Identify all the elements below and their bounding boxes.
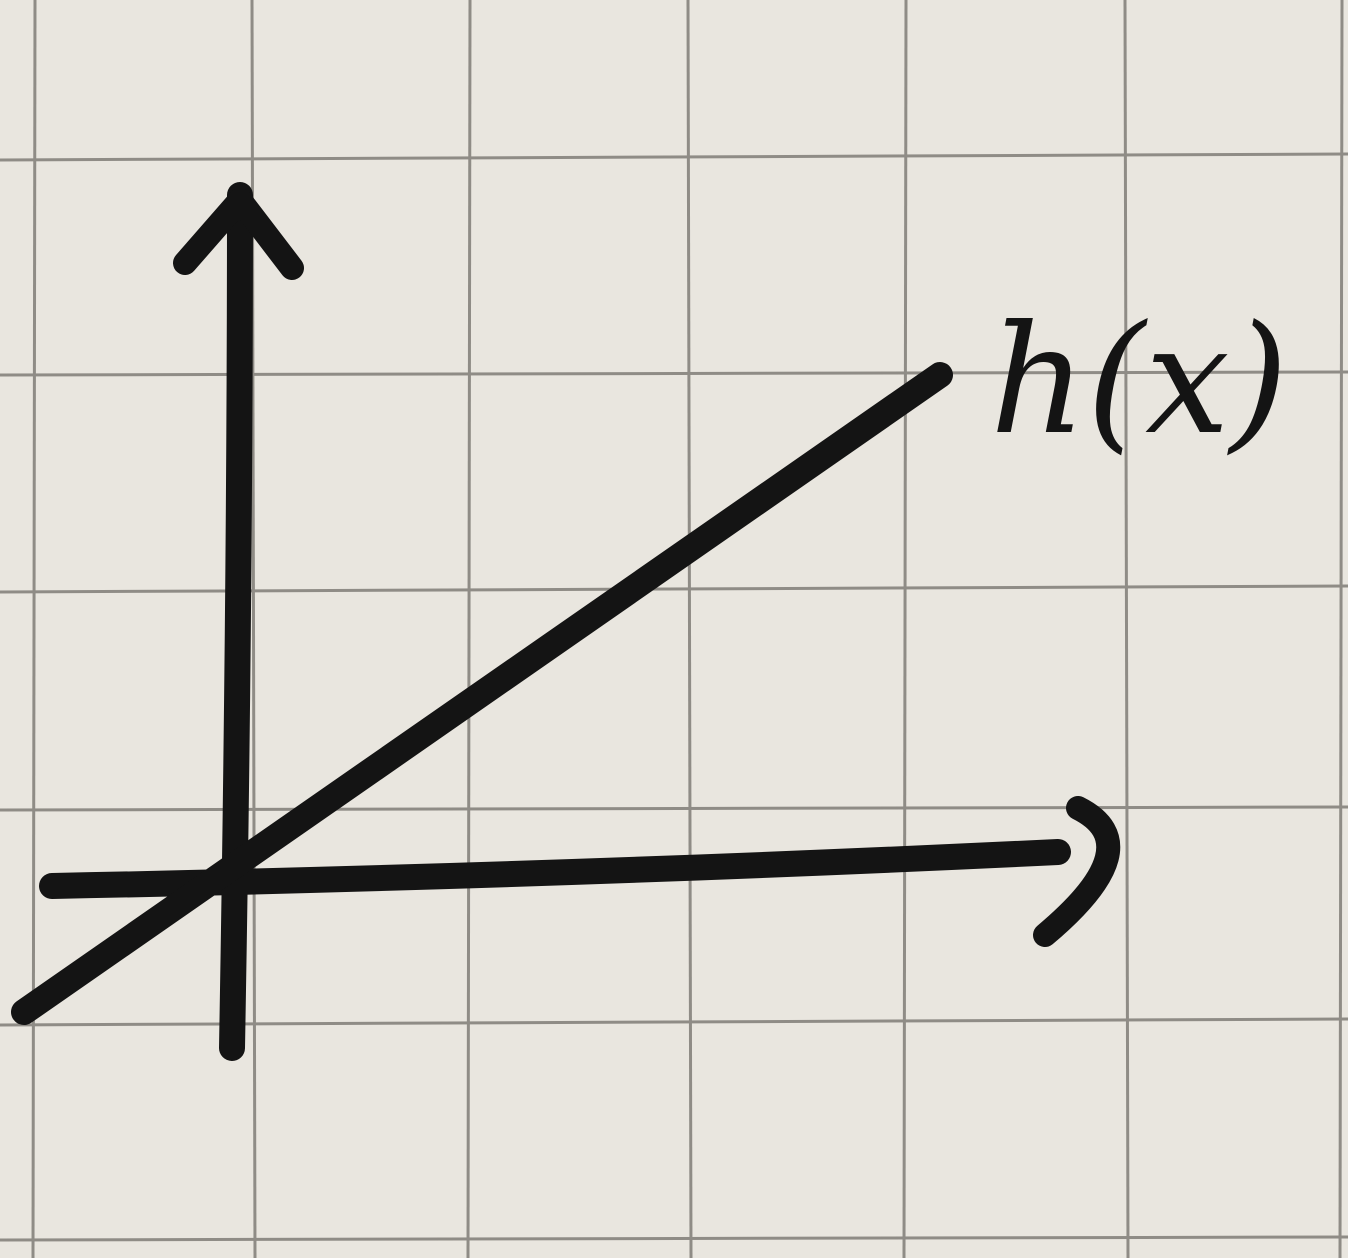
grid-line-horizontal <box>0 584 1348 594</box>
grid-line-vertical <box>31 0 37 1258</box>
grid-line-horizontal <box>0 152 1348 162</box>
series-line-h <box>11 362 953 1025</box>
grid-line-vertical <box>1123 0 1130 1258</box>
grid-line-vertical <box>686 0 693 1258</box>
grid-line-vertical <box>466 0 472 1258</box>
grid-line-horizontal <box>0 370 1348 377</box>
grid-line-vertical <box>1338 0 1344 1258</box>
grid-line-horizontal <box>0 1235 1348 1242</box>
series-label-h: h(x) <box>990 294 1288 468</box>
y-axis-line <box>219 182 253 1061</box>
x-axis-arrowhead <box>1033 796 1121 947</box>
y-axis-arrowhead <box>173 188 304 280</box>
grid-line-vertical <box>902 0 908 1258</box>
